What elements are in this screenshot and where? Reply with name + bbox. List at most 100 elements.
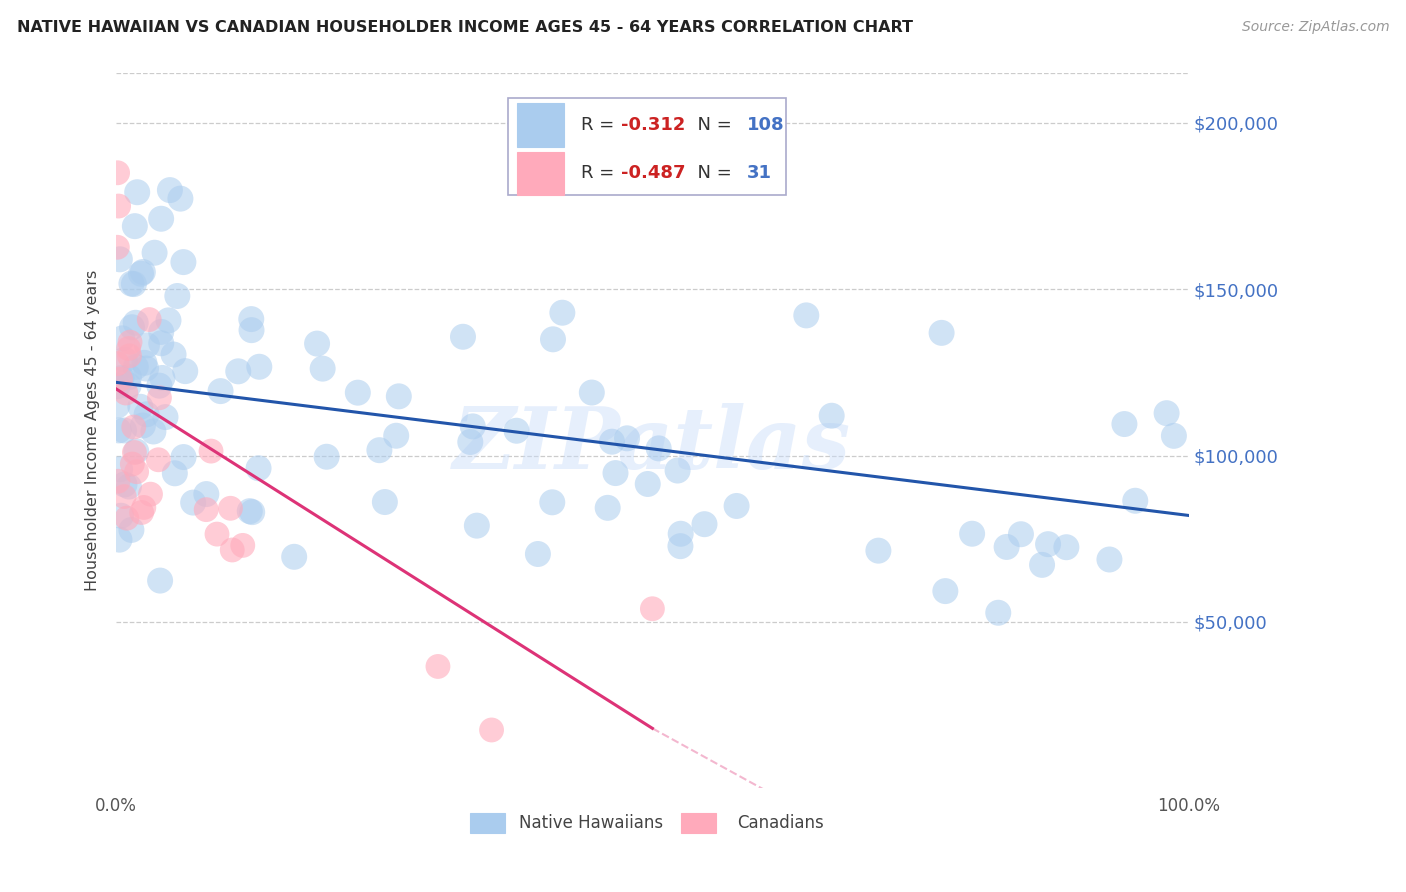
Point: [163, 467, 186, 481]
Point: [458, 434, 481, 449]
Text: ZIPatlas: ZIPatlas: [453, 403, 852, 487]
Point: [120, 277, 142, 291]
Point: [1010, 527, 1032, 541]
Point: [105, 240, 128, 254]
Text: Canadians: Canadians: [737, 814, 824, 832]
Point: [247, 461, 270, 475]
Point: [240, 312, 263, 326]
Point: [388, 389, 411, 403]
Point: [118, 335, 141, 350]
Point: [205, 527, 228, 541]
Point: [368, 443, 391, 458]
Point: [868, 543, 890, 558]
Point: [115, 511, 138, 525]
Point: [172, 255, 194, 269]
Point: [174, 364, 197, 378]
Point: [110, 508, 132, 523]
Text: NATIVE HAWAIIAN VS CANADIAN HOUSEHOLDER INCOME AGES 45 - 64 YEARS CORRELATION CH: NATIVE HAWAIIAN VS CANADIAN HOUSEHOLDER …: [17, 20, 912, 35]
Point: [108, 252, 131, 267]
Point: [131, 506, 153, 520]
Point: [148, 378, 170, 392]
Point: [107, 475, 129, 489]
Point: [596, 500, 619, 515]
FancyBboxPatch shape: [517, 103, 564, 147]
Point: [638, 155, 661, 169]
Point: [669, 539, 692, 553]
Y-axis label: Householder Income Ages 45 - 64 years: Householder Income Ages 45 - 64 years: [86, 270, 100, 591]
Point: [127, 185, 149, 199]
Point: [118, 349, 141, 363]
Text: N =: N =: [686, 116, 737, 134]
Point: [105, 399, 128, 413]
Point: [1123, 493, 1146, 508]
Point: [135, 361, 157, 376]
Point: [605, 466, 627, 480]
Point: [637, 477, 659, 491]
Point: [505, 424, 527, 438]
Point: [166, 289, 188, 303]
Point: [157, 313, 180, 327]
Point: [200, 444, 222, 458]
Point: [122, 277, 145, 291]
Point: [162, 347, 184, 361]
Point: [541, 495, 564, 509]
Point: [232, 538, 254, 552]
Point: [125, 359, 148, 374]
Point: [960, 526, 983, 541]
Point: [209, 384, 232, 398]
Point: [669, 526, 692, 541]
Point: [143, 245, 166, 260]
Point: [105, 357, 128, 371]
Point: [150, 336, 173, 351]
Point: [135, 407, 157, 421]
Point: [132, 418, 155, 433]
Text: N =: N =: [686, 164, 737, 182]
Point: [155, 410, 177, 425]
Point: [107, 199, 129, 213]
Point: [125, 444, 148, 458]
Text: R =: R =: [581, 116, 620, 134]
Point: [1036, 537, 1059, 551]
Point: [821, 409, 844, 423]
Point: [934, 584, 956, 599]
Point: [465, 518, 488, 533]
Point: [666, 464, 689, 478]
Text: Source: ZipAtlas.com: Source: ZipAtlas.com: [1241, 20, 1389, 34]
Point: [118, 370, 141, 384]
Point: [931, 326, 953, 340]
Text: -0.312: -0.312: [621, 116, 686, 134]
Point: [138, 312, 160, 326]
Point: [129, 400, 152, 414]
Point: [239, 504, 262, 518]
Point: [616, 431, 638, 445]
Point: [149, 574, 172, 588]
Point: [135, 338, 157, 352]
Point: [641, 601, 664, 615]
Point: [114, 352, 136, 367]
Text: -0.487: -0.487: [621, 164, 686, 182]
Point: [311, 361, 333, 376]
Point: [110, 371, 132, 385]
Point: [150, 211, 173, 226]
Point: [283, 549, 305, 564]
Point: [115, 386, 138, 401]
Point: [647, 442, 669, 456]
Point: [1054, 540, 1077, 554]
Point: [195, 502, 218, 516]
Point: [122, 420, 145, 434]
Point: [142, 425, 165, 439]
FancyBboxPatch shape: [517, 152, 564, 195]
Point: [107, 166, 129, 180]
Text: R =: R =: [581, 164, 620, 182]
Text: 31: 31: [747, 164, 772, 182]
Point: [794, 309, 817, 323]
Point: [173, 450, 195, 464]
Point: [240, 505, 263, 519]
Point: [124, 219, 146, 234]
Point: [120, 523, 142, 537]
Point: [426, 659, 449, 673]
Point: [125, 316, 148, 330]
Text: Native Hawaiians: Native Hawaiians: [519, 814, 664, 832]
Point: [134, 356, 156, 370]
Point: [150, 325, 173, 339]
